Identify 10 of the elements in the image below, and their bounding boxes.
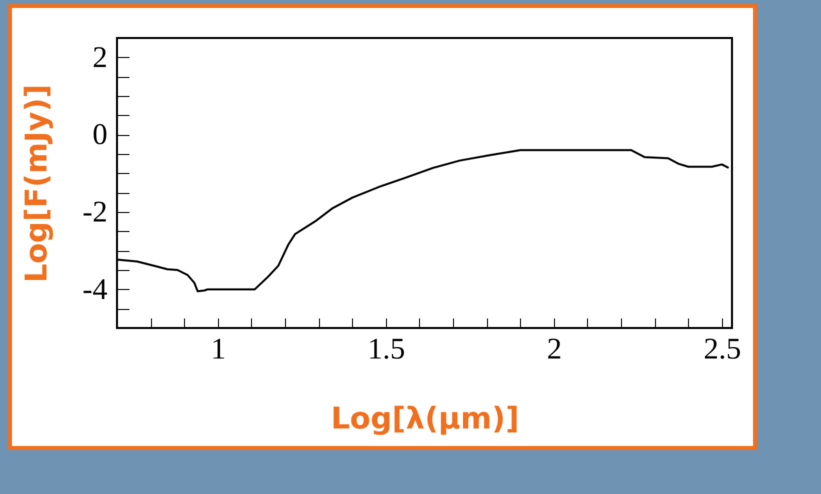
x-axis-title: Log[λ(μm)] (330, 402, 520, 436)
x-tick-label: 2.5 (704, 332, 742, 366)
y-tick-label: 0 (92, 118, 108, 152)
x-tick-label: 2 (546, 332, 562, 366)
y-tick-label: -2 (82, 196, 108, 228)
y-tick-label: 2 (92, 40, 108, 74)
x-tick-label: 1.5 (368, 332, 406, 366)
y-axis-title: Log[F(mJy)] (20, 84, 55, 283)
y-tick-label: -4 (82, 272, 108, 306)
x-tick-label: 1 (210, 332, 226, 366)
